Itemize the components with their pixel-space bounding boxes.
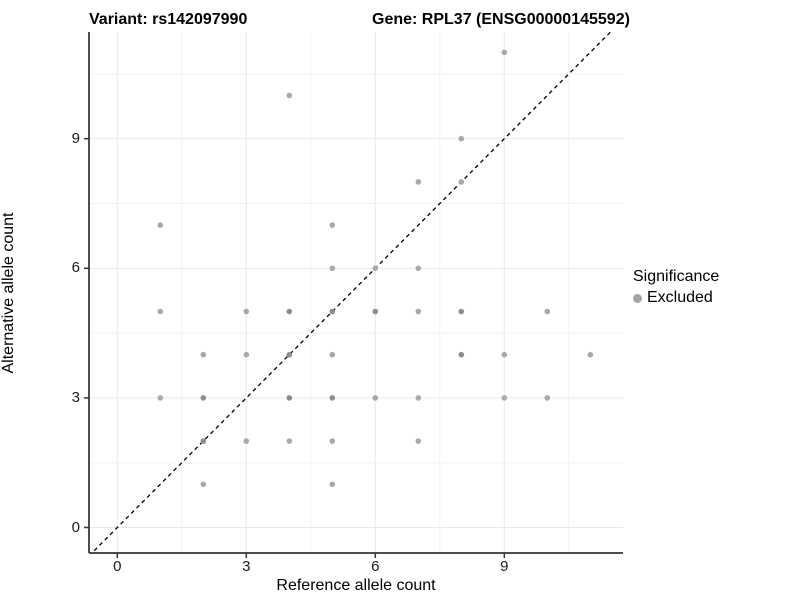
y-tick-label: 0 [71,518,80,536]
data-point [157,222,164,228]
data-point [200,481,207,488]
data-point [372,265,379,272]
data-point [458,179,465,185]
data-point [415,395,422,401]
data-point [200,395,207,401]
x-tick-label: 3 [242,558,251,575]
data-point [458,135,465,142]
data-point [458,308,465,315]
plot-title-variant: Variant: rs142097990 [89,11,248,28]
data-point [200,351,207,358]
data-point [415,438,422,444]
data-point [329,481,336,488]
y-tick-label: 3 [71,388,80,406]
data-point [200,438,207,444]
y-tick-label: 6 [71,259,80,277]
data-point [501,395,508,401]
data-point [243,438,250,444]
x-tick-label: 0 [113,558,122,575]
data-point [286,308,293,315]
data-point [329,438,336,444]
data-point [286,438,293,444]
data-point [286,92,293,99]
data-point [329,308,336,315]
y-axis-title: Alternative allele count [0,212,17,374]
data-point [286,395,293,401]
data-point [587,351,594,358]
y-tick-label: 9 [71,129,80,147]
excluded-point-swatch [633,293,642,303]
data-point [243,351,250,358]
legend-title: Significance [633,268,720,285]
data-point [415,179,422,185]
data-point [372,395,379,401]
data-point [415,308,422,315]
data-point [501,351,508,358]
data-point [501,49,508,56]
x-tick-label: 6 [371,558,380,575]
plot-title-gene: Gene: RPL37 (ENSG00000145592) [372,11,630,28]
data-point [415,265,422,272]
data-point [157,395,164,401]
legend-item-excluded: Excluded [633,289,719,307]
x-axis-title: Reference allele count [276,577,436,594]
scatter-plot [84,32,623,558]
data-point [243,308,250,315]
plot-panel [84,32,623,558]
data-point [544,308,551,315]
data-point [329,265,336,272]
data-point [329,395,336,401]
data-point [372,308,379,315]
data-point [458,351,465,358]
legend: Significance Excluded [633,268,719,307]
legend-item-label: Excluded [647,289,713,306]
data-point [286,351,293,358]
x-tick-label: 9 [500,558,509,575]
data-point [157,308,164,315]
data-point [329,222,336,228]
data-point [329,351,336,358]
data-point [544,395,551,401]
identity-line [91,32,612,553]
